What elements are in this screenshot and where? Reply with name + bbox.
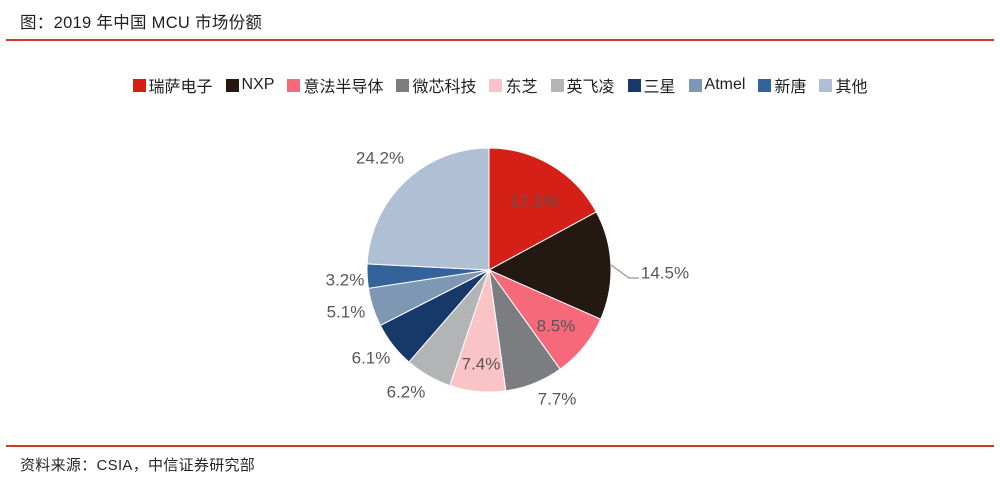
legend-swatch-icon bbox=[688, 78, 702, 92]
legend-item-9: 新唐 bbox=[758, 73, 806, 97]
legend-label: NXP bbox=[241, 76, 275, 93]
legend-item-3: 意法半导体 bbox=[287, 73, 383, 97]
slice-value-label: 7.4% bbox=[462, 355, 501, 374]
legend-swatch-icon bbox=[225, 78, 239, 92]
slice-value-label: 6.2% bbox=[387, 383, 426, 402]
slice-value-label: 8.5% bbox=[537, 317, 576, 336]
legend-label: 东芝 bbox=[505, 79, 538, 96]
title-underline-rule bbox=[6, 39, 994, 41]
legend-label: 微芯科技 bbox=[412, 79, 477, 96]
legend-swatch-icon bbox=[396, 78, 410, 92]
figure-title: 图：2019 年中国 MCU 市场份额 bbox=[20, 14, 263, 32]
pie-slice-其他 bbox=[366, 147, 490, 271]
pie-slice-NXP bbox=[487, 211, 612, 320]
slice-value-label: 24.2% bbox=[356, 149, 404, 168]
legend-label: 英飞凌 bbox=[566, 79, 615, 96]
legend-label: 其他 bbox=[835, 79, 868, 96]
legend-item-4: 微芯科技 bbox=[396, 73, 476, 97]
pie-slice-瑞萨电子 bbox=[488, 147, 597, 271]
legend-swatch-icon bbox=[287, 78, 301, 92]
legend-label: 新唐 bbox=[774, 79, 807, 96]
legend-item-6: 英飞凌 bbox=[550, 73, 615, 97]
slice-value-label: 5.1% bbox=[327, 303, 366, 322]
legend-swatch-icon bbox=[819, 78, 833, 92]
footer-rule bbox=[6, 445, 994, 447]
legend-label: 瑞萨电子 bbox=[148, 79, 213, 96]
legend-label: 三星 bbox=[643, 79, 676, 96]
label-leader-line bbox=[610, 264, 639, 279]
legend-swatch-icon bbox=[132, 78, 146, 92]
slice-value-label: 14.5% bbox=[641, 264, 689, 283]
source-note: 资料来源：CSIA，中信证券研究部 bbox=[20, 457, 256, 474]
slice-value-label: 6.1% bbox=[352, 349, 391, 368]
slice-value-label: 17.1% bbox=[510, 192, 558, 211]
slice-value-label: 7.7% bbox=[538, 390, 577, 409]
chart-legend: 瑞萨电子 NXP 意法半导体 微芯科技 东芝 英飞凌 三星 Atmel 新唐 其他 bbox=[0, 73, 1000, 97]
legend-label: Atmel bbox=[704, 76, 746, 93]
legend-item-8: Atmel bbox=[688, 76, 746, 94]
legend-swatch-icon bbox=[489, 78, 503, 92]
legend-swatch-icon bbox=[550, 78, 564, 92]
legend-item-10: 其他 bbox=[819, 73, 867, 97]
legend-item-1: 瑞萨电子 bbox=[132, 73, 213, 97]
legend-swatch-icon bbox=[627, 78, 641, 92]
legend-item-5: 东芝 bbox=[489, 73, 538, 97]
legend-item-7: 三星 bbox=[627, 73, 676, 97]
legend-swatch-icon bbox=[758, 78, 772, 92]
slice-value-label: 3.2% bbox=[326, 271, 365, 290]
legend-label: 意法半导体 bbox=[303, 79, 384, 96]
legend-item-2: NXP bbox=[225, 76, 275, 94]
